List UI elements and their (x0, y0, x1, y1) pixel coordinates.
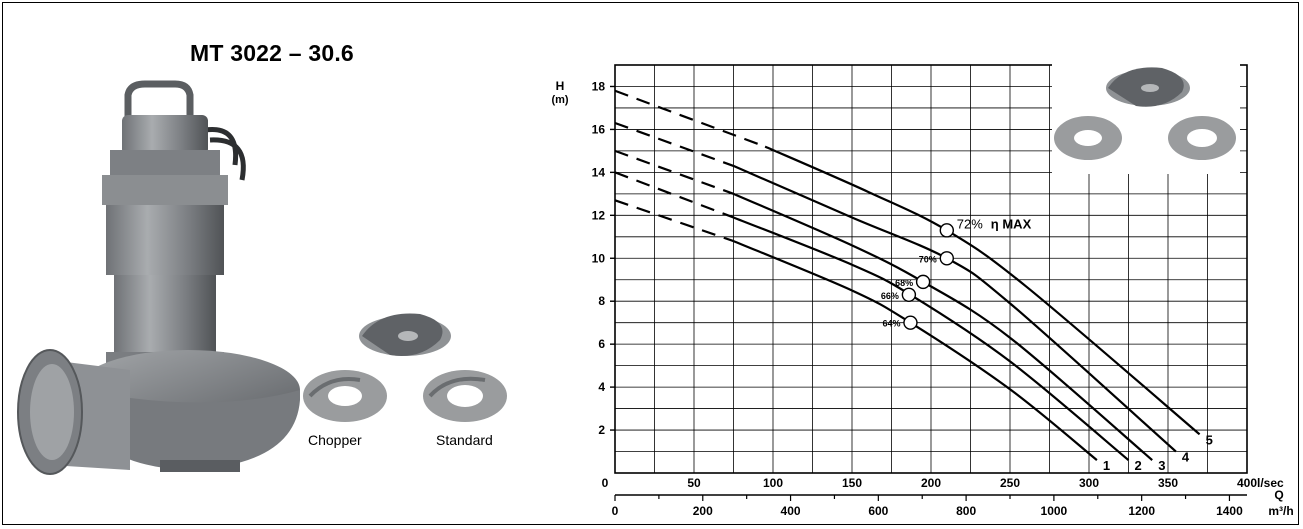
efficiency-marker-label: 72% (957, 216, 983, 231)
x-tick-label-m3h: 400 (781, 504, 801, 518)
x-tick-label-m3h: 1200 (1128, 504, 1155, 518)
efficiency-marker-circle (939, 223, 954, 238)
inset-impeller-top-icon (1106, 67, 1190, 107)
x-tick-label-lps: 400 (1237, 476, 1257, 490)
x-tick-label-m3h: 0 (612, 504, 619, 518)
max-efficiency-annotation: η MAX (991, 216, 1032, 231)
curve-label-2: 2 (1135, 458, 1142, 473)
efficiency-marker-label: 66% (881, 291, 899, 301)
x-tick-label-m3h: 800 (956, 504, 976, 518)
curve-5-dashed (614, 89, 766, 148)
efficiency-marker-label: 68% (895, 278, 913, 288)
efficiency-marker-label: 70% (919, 254, 937, 264)
curve-1-dashed (614, 199, 734, 243)
x-axis-unit-lps: l/sec (1257, 476, 1284, 490)
curve-5 (764, 145, 1201, 436)
curve-label-1: 1 (1103, 458, 1110, 473)
efficiency-marker-label: 64% (882, 319, 900, 329)
curve-label-3: 3 (1158, 458, 1165, 473)
y-tick-label: 14 (592, 165, 606, 179)
x-tick-label-lps: 200 (921, 476, 941, 490)
x-tick-label-lps: 350 (1158, 476, 1178, 490)
x-tick-label-lps: 250 (1000, 476, 1020, 490)
curve-4-dashed (614, 121, 734, 167)
x-tick-label-lps: 150 (842, 476, 862, 490)
curve-label-5: 5 (1206, 432, 1213, 447)
curve-2-dashed (614, 171, 734, 219)
impeller-options-image (303, 313, 507, 422)
submersible-pump-image (17, 80, 300, 475)
x-tick-label-m3h: 200 (693, 504, 713, 518)
standard-label: Standard (436, 432, 493, 448)
standard-impeller-icon (423, 370, 507, 422)
y-tick-label: 12 (592, 208, 606, 222)
efficiency-marker-circle (939, 251, 954, 266)
curve-1 (733, 240, 1098, 461)
chart-impeller-inset-image (1052, 56, 1240, 174)
x-tick-label-m3h: 600 (868, 504, 888, 518)
x-tick-label-lps: 0 (602, 476, 609, 490)
x-axis-unit-m3h: m³/h (1268, 504, 1293, 518)
y-tick-label: 6 (598, 337, 605, 351)
y-tick-label: 18 (592, 79, 606, 93)
y-tick-label: 10 (592, 251, 606, 265)
curve-label-4: 4 (1182, 450, 1190, 465)
y-axis-unit-label: (m) (551, 94, 568, 106)
curve-3-dashed (614, 149, 734, 195)
y-tick-label: 8 (598, 294, 605, 308)
y-tick-label: 16 (592, 122, 606, 136)
x-tick-label-lps: 300 (1079, 476, 1099, 490)
efficiency-marker-circle (903, 315, 918, 330)
x-tick-label-m3h: 1400 (1216, 504, 1243, 518)
chopper-impeller-icon (303, 370, 387, 422)
x-tick-label-lps: 50 (687, 476, 701, 490)
inset-chopper-icon (1054, 116, 1122, 160)
curve-3 (733, 192, 1153, 461)
x-axis-label-q: Q (1274, 488, 1283, 502)
y-tick-label: 4 (598, 380, 605, 394)
impeller-top-icon (359, 313, 451, 356)
y-tick-label: 2 (598, 423, 605, 437)
plot-area-frame (614, 64, 1248, 474)
y-axis-label: H (556, 79, 565, 93)
chopper-label: Chopper (308, 432, 362, 448)
x-tick-label-lps: 100 (763, 476, 783, 490)
efficiency-marker-circle (915, 274, 931, 290)
pump-model-title: MT 3022 – 30.6 (190, 40, 354, 66)
efficiency-marker-circle (901, 287, 917, 302)
x-tick-label-m3h: 1000 (1041, 504, 1068, 518)
inset-standard-icon (1168, 116, 1236, 160)
